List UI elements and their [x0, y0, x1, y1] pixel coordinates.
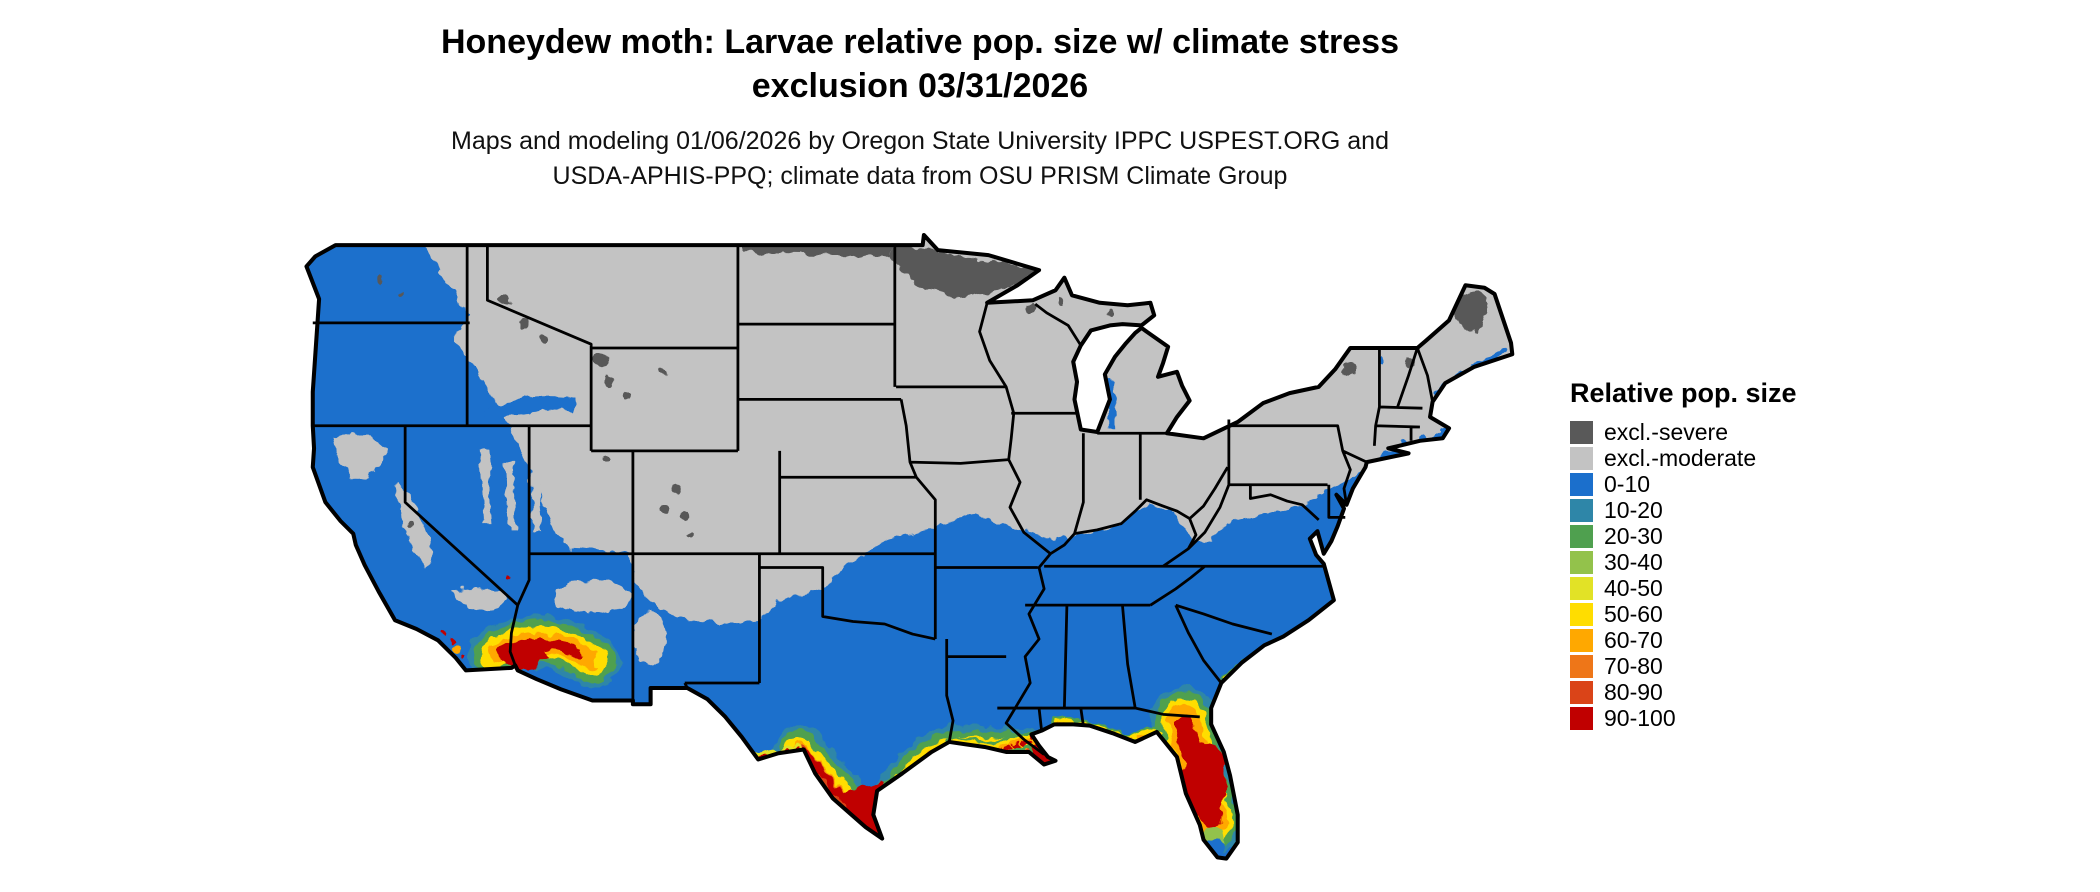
hotspot-texas-gulf: [755, 725, 1074, 859]
severe-speck: [1025, 302, 1036, 313]
map-title-line2: exclusion 03/31/2026: [751, 67, 1089, 105]
legend-swatch-excl-moderate: [1570, 446, 1593, 470]
map-raster-layers: [306, 235, 1513, 872]
legend-label: 0-10: [1604, 470, 1651, 497]
legend-title: Relative pop. size: [1570, 378, 1797, 408]
severe-speck: [659, 369, 668, 377]
legend-label: 80-90: [1604, 678, 1663, 705]
legend-row: 20-30: [1570, 523, 1890, 549]
blue-patch: [482, 396, 576, 424]
socal-red-speck: [448, 638, 455, 645]
severe-speck: [398, 291, 405, 297]
gray-patch: [505, 460, 517, 530]
severe-speck: [519, 317, 530, 328]
legend-row: 50-60: [1570, 601, 1890, 627]
socal-orange-speck: [452, 644, 462, 654]
florida-keys-red: [1219, 862, 1223, 866]
legend-row: 10-20: [1570, 497, 1890, 523]
legend-label: 10-20: [1604, 496, 1663, 523]
severe-speck: [1106, 309, 1114, 317]
legend-row: 90-100: [1570, 705, 1890, 731]
legend-label: 50-60: [1604, 600, 1663, 627]
florida-keys-red: [1202, 868, 1206, 872]
severe-speck: [622, 391, 631, 400]
legend-swatch-10-20: [1570, 498, 1593, 522]
state-borders: [312, 245, 1434, 756]
legend-label: excl.-moderate: [1604, 444, 1757, 471]
florida-keys-red: [1210, 865, 1214, 869]
gray-patch: [530, 468, 542, 532]
legend-label: 30-40: [1604, 548, 1663, 575]
map-gray-mountain-patches: [333, 433, 666, 666]
legend-swatch-30-40: [1570, 550, 1593, 574]
severe-speck: [500, 295, 511, 306]
legend-row: 40-50: [1570, 575, 1890, 601]
az-yellow-speck: [592, 655, 606, 668]
gray-patch: [479, 448, 493, 524]
legend-label: excl.-severe: [1604, 418, 1728, 445]
severe-speck: [602, 454, 611, 463]
legend: Relative pop. size excl.-severe excl.-mo…: [1570, 378, 1890, 731]
legend-swatch-40-50: [1570, 576, 1593, 600]
legend-swatch-excl-severe: [1570, 420, 1593, 444]
severe-speck: [603, 375, 614, 386]
vegas-red-speck: [504, 574, 511, 581]
hotspot-arizona-socal: [440, 574, 621, 688]
us-map: [304, 233, 1515, 872]
legend-label: 90-100: [1604, 704, 1676, 731]
gray-patch: [632, 612, 666, 666]
severe-speck: [374, 277, 383, 286]
legend-row: excl.-moderate: [1570, 445, 1890, 471]
legend-label: 70-80: [1604, 652, 1663, 679]
legend-swatch-90-100: [1570, 706, 1593, 730]
legend-row: excl.-severe: [1570, 419, 1890, 445]
gray-patch: [333, 433, 387, 479]
severe-speck: [659, 506, 670, 517]
us-map-figure: [290, 225, 1530, 890]
severe-speck: [407, 520, 413, 527]
legend-row: 60-70: [1570, 627, 1890, 653]
gray-patch: [394, 480, 433, 568]
socal-red-speck: [440, 631, 446, 637]
hotspot-az-red-blob: [500, 637, 550, 672]
hotspot-florida-red-core: [1183, 741, 1227, 818]
us-outline: [304, 233, 1515, 861]
map-subtitle-line2: USDA-APHIS-PPQ; climate data from OSU PR…: [552, 162, 1288, 190]
map-subtitle-line1: Maps and modeling 01/06/2026 by Oregon S…: [451, 127, 1389, 155]
socal-red-speck: [460, 654, 466, 660]
gray-patch: [451, 588, 508, 610]
severe-speck: [1344, 363, 1357, 376]
legend-swatch-20-30: [1570, 524, 1593, 548]
severe-speck: [539, 334, 547, 342]
legend-swatch-0-10: [1570, 472, 1593, 496]
map-title-line1: Honeydew moth: Larvae relative pop. size…: [440, 23, 1399, 61]
az-orange-speck: [578, 646, 589, 657]
legend-swatch-60-70: [1570, 628, 1593, 652]
legend-row: 30-40: [1570, 549, 1890, 575]
legend-label: 60-70: [1604, 626, 1663, 653]
severe-speck: [669, 484, 683, 498]
legend-row: 70-80: [1570, 653, 1890, 679]
severe-speck: [594, 354, 608, 367]
severe-speck: [688, 532, 697, 540]
legend-row: 0-10: [1570, 471, 1890, 497]
legend-label: 40-50: [1604, 574, 1663, 601]
legend-row: 80-90: [1570, 679, 1890, 705]
map-subtitle: Maps and modeling 01/06/2026 by Oregon S…: [0, 124, 1840, 194]
map-title: Honeydew moth: Larvae relative pop. size…: [0, 20, 1840, 108]
legend-swatch-70-80: [1570, 654, 1593, 678]
gray-patch: [553, 580, 630, 613]
severe-speck: [679, 511, 690, 522]
severe-speck: [1058, 299, 1066, 307]
legend-swatch-50-60: [1570, 602, 1593, 626]
severe-patch-minnesota: [892, 242, 1040, 298]
legend-label: 20-30: [1604, 522, 1663, 549]
legend-swatch-80-90: [1570, 680, 1593, 704]
